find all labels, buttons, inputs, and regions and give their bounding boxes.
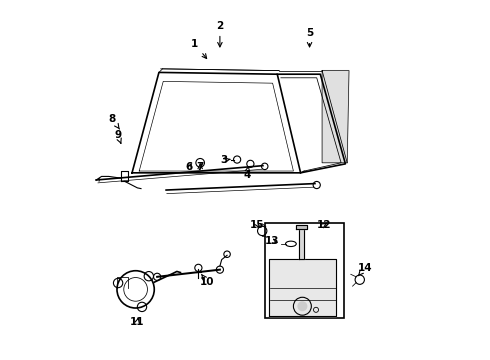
Text: 15: 15 — [250, 220, 265, 230]
Text: 11: 11 — [130, 317, 145, 327]
Text: 7: 7 — [196, 162, 204, 172]
Polygon shape — [270, 259, 337, 316]
Text: 1: 1 — [191, 39, 207, 59]
Text: 4: 4 — [243, 167, 250, 180]
Text: 9: 9 — [114, 130, 121, 143]
Polygon shape — [322, 71, 349, 163]
Text: 5: 5 — [306, 28, 313, 47]
Polygon shape — [296, 225, 307, 229]
Text: 12: 12 — [317, 220, 331, 230]
Text: 13: 13 — [265, 236, 279, 246]
Bar — [265, 223, 343, 318]
Text: 10: 10 — [200, 274, 215, 287]
Text: 14: 14 — [358, 263, 372, 276]
Text: 3: 3 — [220, 155, 230, 165]
Circle shape — [297, 301, 307, 311]
Polygon shape — [299, 226, 304, 259]
Text: 6: 6 — [186, 162, 193, 172]
Text: 2: 2 — [216, 21, 223, 47]
Text: 8: 8 — [109, 114, 120, 129]
